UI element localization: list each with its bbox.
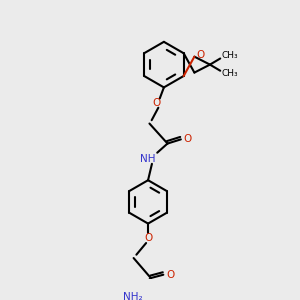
Text: CH₃: CH₃ — [222, 51, 238, 60]
Text: O: O — [166, 270, 174, 280]
Text: O: O — [184, 134, 192, 144]
Text: O: O — [144, 233, 152, 243]
Text: NH₂: NH₂ — [123, 292, 142, 300]
Text: O: O — [152, 98, 160, 108]
Text: O: O — [196, 50, 205, 60]
Text: NH: NH — [140, 154, 156, 164]
Text: CH₃: CH₃ — [222, 69, 238, 78]
